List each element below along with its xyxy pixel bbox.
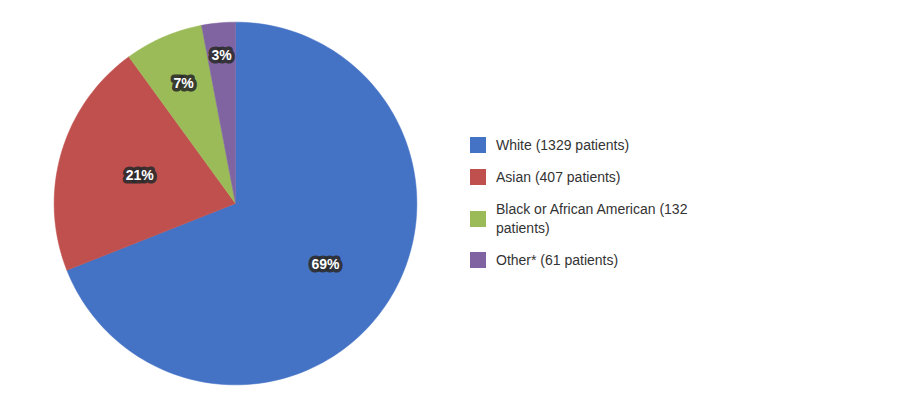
svg-text:3%: 3% <box>211 46 232 62</box>
svg-text:21%: 21% <box>126 167 155 183</box>
html-text:Asian (407 patients): Asian (407 patients) <box>496 169 621 186</box>
html-text:Other* (61 patients): Other* (61 patients) <box>496 251 619 268</box>
html-text:White (1329 patients): White (1329 patients) <box>496 137 630 153</box>
svg-text:69%: 69% <box>311 256 340 272</box>
svg-text:7%: 7% <box>174 75 195 91</box>
html-text:Black or African American (132: Black or African American (132 patients) <box>496 201 688 236</box>
